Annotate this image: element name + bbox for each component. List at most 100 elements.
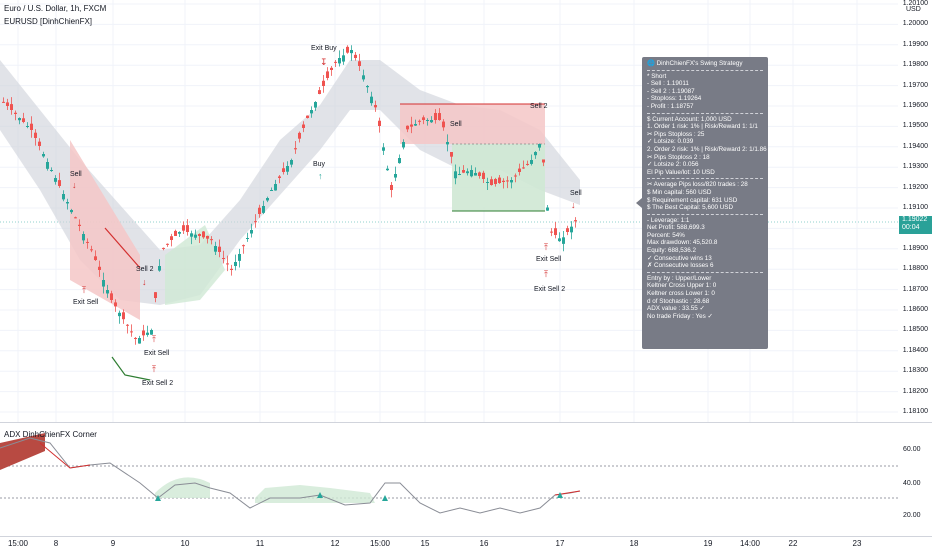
candle-body	[454, 171, 457, 179]
adx-chart[interactable]	[0, 423, 932, 536]
strategy-line: ✂ Pips Stoploss : 25	[647, 130, 705, 138]
indicator-label: EURUSD [DinhChienFX]	[4, 17, 93, 26]
candle-body	[214, 246, 217, 252]
candle-body	[426, 120, 429, 121]
candle-body	[86, 241, 89, 243]
strategy-line: ✓ Consecutive wins 13	[647, 254, 712, 262]
candle-body	[398, 158, 401, 164]
candle-body	[54, 178, 57, 182]
price-tick: 1.18500	[902, 326, 928, 334]
candle-body	[210, 239, 213, 241]
candle-body	[126, 324, 129, 326]
sell-label-right: Sell	[570, 190, 582, 197]
time-tick: 16	[479, 539, 489, 548]
time-tick: 15:00	[7, 539, 29, 548]
candle-body	[82, 234, 85, 241]
exit-sell2-label-right: Exit Sell 2	[534, 286, 566, 293]
time-tick: 8	[53, 539, 59, 548]
buy-arrow-icon: ↑	[318, 171, 323, 181]
candle-body	[18, 118, 21, 121]
strategy-line: d of Stochastic : 28.68	[647, 297, 710, 305]
candle-body	[98, 266, 101, 270]
candle-body	[498, 177, 501, 183]
divider	[647, 112, 763, 114]
candle-body	[242, 245, 245, 247]
candle-body	[94, 256, 97, 260]
candle-body	[538, 144, 541, 148]
strategy-info-box: 🌐 DinhChienFX's Swing Strategy * Short - …	[642, 57, 768, 349]
candle-body	[2, 101, 5, 103]
candle-body	[462, 170, 465, 173]
sell-arrow-icon-right: ↓	[571, 200, 576, 210]
candle-body	[574, 220, 577, 222]
time-tick: 11	[255, 539, 265, 548]
sell2-label-left: Sell 2	[136, 266, 154, 273]
candle-body	[438, 113, 441, 120]
candle-body	[190, 233, 193, 237]
price-tick: 1.18100	[902, 408, 928, 415]
candle-body	[486, 182, 489, 183]
adx-area	[0, 433, 45, 470]
candle-body	[342, 55, 345, 62]
candle-body	[506, 180, 509, 182]
price-tick: 1.19100	[902, 204, 928, 211]
candle-body	[206, 235, 209, 239]
strategy-line: - Profit : 1.18757	[647, 102, 694, 110]
candle-body	[118, 312, 121, 317]
candle-body	[558, 238, 561, 242]
symbol-title: Euro / U.S. Dollar, 1h, FXCM	[4, 4, 107, 13]
candle-body	[66, 202, 69, 204]
price-tick: 1.18800	[902, 265, 928, 273]
time-axis-line	[0, 536, 932, 537]
candle-body	[466, 171, 469, 174]
candle-body	[278, 176, 281, 178]
strategy-line: ✗ Consecutive losses 6	[647, 262, 714, 270]
candle-body	[394, 174, 397, 178]
strategy-line: Keltner Cross Upper 1: 0	[647, 282, 717, 290]
candle-body	[530, 160, 533, 164]
exit-sell-label-mid: Exit Sell	[144, 350, 170, 357]
time-tick: 12	[330, 539, 340, 548]
info-box-pointer	[636, 198, 642, 208]
price-chart[interactable]	[0, 0, 932, 422]
candle-body	[158, 266, 161, 271]
adx-signal-icon	[382, 495, 388, 501]
exit-sell-label-right: Exit Sell	[536, 256, 562, 263]
candle-body	[534, 152, 537, 156]
strategy-title: 🌐 DinhChienFX's Swing Strategy	[647, 60, 743, 67]
profit-zone	[165, 225, 225, 305]
candle-body	[390, 184, 393, 190]
candle-body	[358, 61, 361, 66]
strategy-line: Net Profit: 588,699.3	[647, 224, 705, 232]
exit-buy-label: Exit Buy	[311, 45, 337, 52]
candle-body	[434, 113, 437, 120]
candle-body	[6, 102, 9, 106]
candle-body	[142, 330, 145, 336]
candle-body	[226, 263, 229, 265]
adx-panel-label: ADX DinhChienFX Corner	[4, 430, 97, 439]
candle-body	[178, 232, 181, 234]
adx-signal-icon	[557, 492, 563, 498]
candle-body	[146, 332, 149, 335]
panel-divider[interactable]	[0, 422, 932, 423]
candle-body	[198, 234, 201, 236]
candle-body	[106, 290, 109, 294]
exit-sell-arrow-icon-left: ⤒	[82, 285, 86, 295]
price-tick: 1.18200	[902, 387, 928, 395]
price-axis[interactable]: 1.20100 1.20000 1.19900 1.19800 1.19700 1.196…	[900, 0, 932, 422]
candle-body	[102, 280, 105, 287]
strategy-line: - Sell 2 : 1.19087	[647, 87, 695, 95]
candle-body	[258, 207, 261, 214]
candle-body	[418, 120, 421, 122]
sell-zone	[400, 104, 545, 144]
candle-body	[382, 147, 385, 151]
time-tick: 15	[420, 539, 430, 548]
exit-sell-label-left: Exit Sell	[73, 299, 99, 306]
candle-body	[290, 160, 293, 165]
candle-body	[482, 172, 485, 179]
price-tick: 1.19800	[902, 61, 928, 69]
candle-body	[566, 228, 569, 232]
time-tick: 18	[629, 539, 639, 548]
candle-body	[202, 231, 205, 238]
candle-body	[570, 226, 573, 233]
